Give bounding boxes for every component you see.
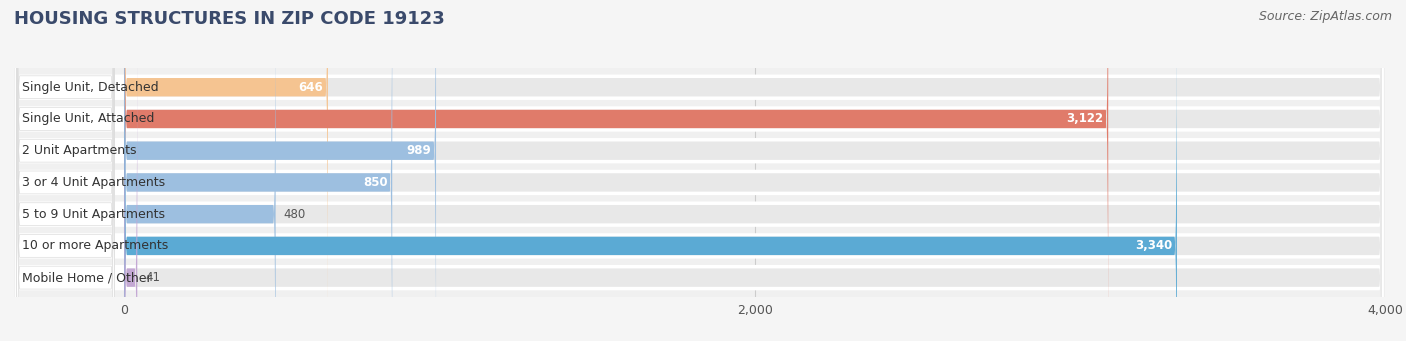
FancyBboxPatch shape xyxy=(15,0,1384,341)
FancyBboxPatch shape xyxy=(124,0,276,341)
FancyBboxPatch shape xyxy=(15,0,1384,341)
FancyBboxPatch shape xyxy=(17,0,114,341)
Text: Single Unit, Detached: Single Unit, Detached xyxy=(22,81,159,94)
FancyBboxPatch shape xyxy=(124,1,1177,341)
FancyBboxPatch shape xyxy=(124,33,1382,341)
Text: 2 Unit Apartments: 2 Unit Apartments xyxy=(22,144,136,157)
Text: 41: 41 xyxy=(145,271,160,284)
FancyBboxPatch shape xyxy=(17,0,114,341)
FancyBboxPatch shape xyxy=(124,0,1382,341)
FancyBboxPatch shape xyxy=(17,0,114,341)
FancyBboxPatch shape xyxy=(124,0,1382,341)
FancyBboxPatch shape xyxy=(17,0,114,341)
FancyBboxPatch shape xyxy=(124,0,1382,341)
FancyBboxPatch shape xyxy=(124,0,1382,341)
FancyBboxPatch shape xyxy=(15,0,1384,341)
Text: HOUSING STRUCTURES IN ZIP CODE 19123: HOUSING STRUCTURES IN ZIP CODE 19123 xyxy=(14,10,444,28)
FancyBboxPatch shape xyxy=(17,0,114,341)
Text: 5 to 9 Unit Apartments: 5 to 9 Unit Apartments xyxy=(22,208,165,221)
FancyBboxPatch shape xyxy=(124,0,1382,332)
Text: 3,340: 3,340 xyxy=(1135,239,1173,252)
FancyBboxPatch shape xyxy=(15,0,1384,341)
Text: Single Unit, Attached: Single Unit, Attached xyxy=(22,113,155,125)
FancyBboxPatch shape xyxy=(15,0,1384,341)
Text: Source: ZipAtlas.com: Source: ZipAtlas.com xyxy=(1258,10,1392,23)
Text: 3 or 4 Unit Apartments: 3 or 4 Unit Apartments xyxy=(22,176,165,189)
Text: 989: 989 xyxy=(406,144,432,157)
Text: 3,122: 3,122 xyxy=(1066,113,1104,125)
FancyBboxPatch shape xyxy=(17,0,114,341)
FancyBboxPatch shape xyxy=(124,0,328,332)
Text: 10 or more Apartments: 10 or more Apartments xyxy=(22,239,169,252)
FancyBboxPatch shape xyxy=(124,0,392,341)
Text: Mobile Home / Other: Mobile Home / Other xyxy=(22,271,152,284)
FancyBboxPatch shape xyxy=(124,1,1382,341)
FancyBboxPatch shape xyxy=(124,33,138,341)
FancyBboxPatch shape xyxy=(124,0,1108,341)
FancyBboxPatch shape xyxy=(15,0,1384,341)
FancyBboxPatch shape xyxy=(124,0,436,341)
Text: 850: 850 xyxy=(363,176,388,189)
Text: 480: 480 xyxy=(284,208,305,221)
FancyBboxPatch shape xyxy=(15,0,1384,341)
FancyBboxPatch shape xyxy=(17,0,114,341)
Text: 646: 646 xyxy=(298,81,323,94)
